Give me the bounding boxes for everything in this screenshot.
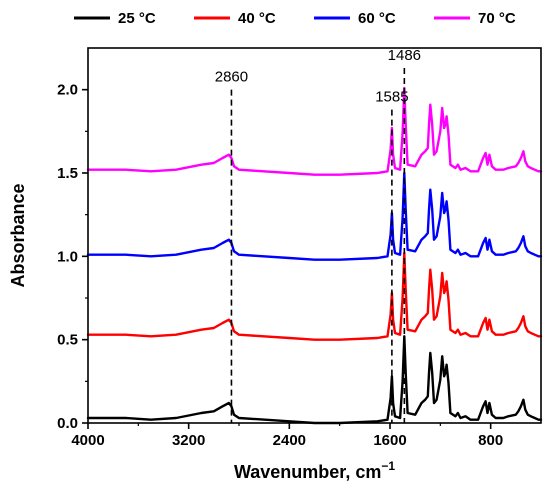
x-axis-title: Wavenumber, cm−1 [234, 459, 395, 482]
series-line-3 [86, 171, 543, 261]
y-tick-label: 0.0 [57, 415, 78, 432]
series-line-1 [86, 335, 543, 425]
x-tick-label: 1600 [373, 432, 406, 449]
axes-layer: 4000 3200 2400 1600 800 0.0 0.5 1.0 1.5 2.0 [57, 47, 542, 449]
y-tick-label: 1.0 [57, 248, 78, 265]
annotation-label-2860: 2860 [215, 69, 248, 86]
y-tick-label: 2.0 [57, 82, 78, 99]
annotation-layer: 2860 1585 1486 [215, 47, 421, 423]
legend-label-1: 25 °C [118, 10, 156, 27]
x-axis-title-main: Wavenumber, cm [234, 462, 381, 482]
x-axis-title-sup: −1 [381, 459, 395, 473]
x-tick-label: 800 [478, 432, 503, 449]
x-tick-label: 2400 [273, 432, 306, 449]
series-line-4 [86, 86, 543, 176]
legend-label-3: 60 °C [358, 10, 396, 27]
legend-label-4: 70 °C [478, 10, 516, 27]
series-layer [86, 86, 543, 425]
y-tick-label: 0.5 [57, 332, 78, 349]
annotation-label-1486: 1486 [388, 47, 421, 64]
x-tick-label: 3200 [172, 432, 205, 449]
legend: 25 °C 40 °C 60 °C 70 °C [74, 10, 516, 27]
y-axis-title: Absorbance [8, 183, 28, 287]
legend-label-2: 40 °C [238, 10, 276, 27]
annotation-label-1585: 1585 [375, 89, 408, 106]
plot-frame [87, 47, 542, 424]
y-tick-label: 1.5 [57, 165, 78, 182]
series-line-2 [86, 251, 543, 341]
x-tick-label: 4000 [71, 432, 104, 449]
